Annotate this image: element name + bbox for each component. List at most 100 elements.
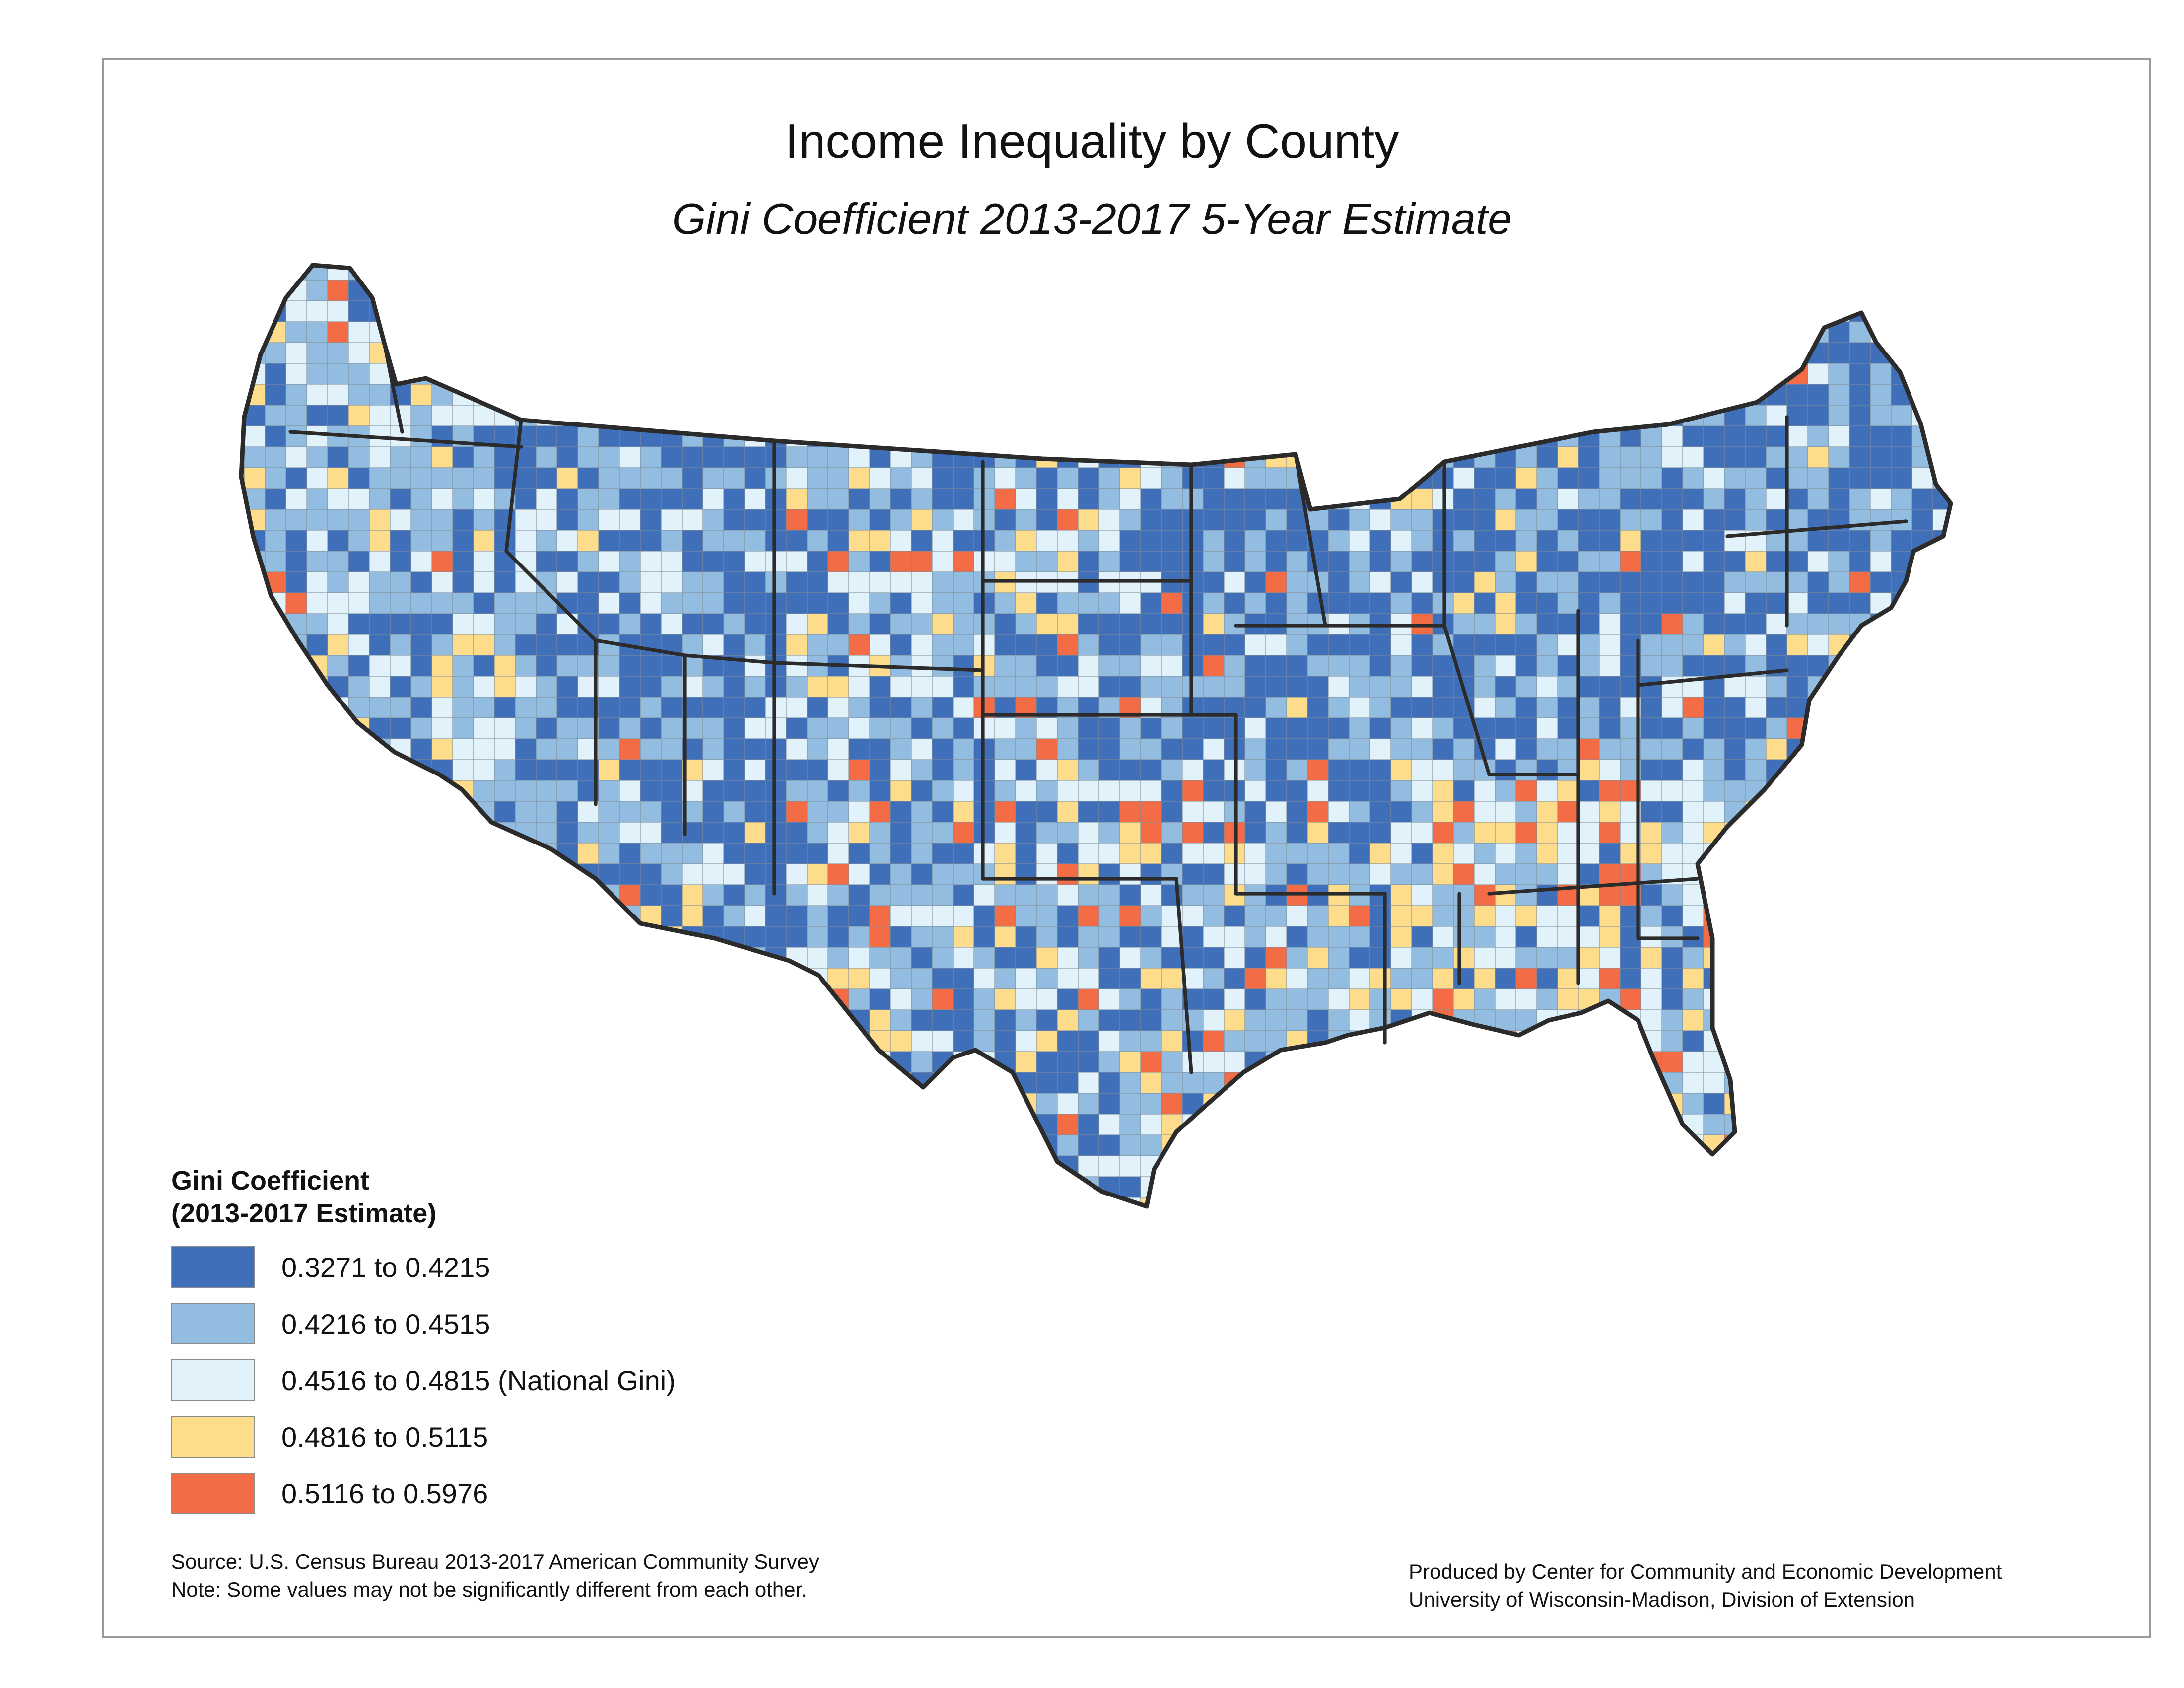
county-cell (744, 509, 766, 531)
county-cell (1307, 551, 1329, 572)
county-cell (1432, 1176, 1454, 1198)
county-cell (1745, 863, 1767, 885)
county-cell (1161, 1051, 1183, 1073)
county-cell (1161, 863, 1183, 885)
county-cell (1161, 843, 1183, 864)
county-cell (1244, 738, 1266, 760)
county-cell (241, 988, 245, 1010)
county-cell (1911, 822, 1933, 844)
county-cell (1932, 926, 1951, 948)
county-cell (1911, 1030, 1933, 1052)
county-cell (1265, 1009, 1287, 1031)
county-cell (744, 634, 766, 656)
county-cell (1870, 1072, 1892, 1094)
county-cell (932, 676, 954, 698)
county-cell (348, 884, 370, 906)
county-cell (1078, 634, 1099, 656)
county-cell (1495, 280, 1516, 301)
county-cell (1369, 905, 1391, 927)
county-cell (1245, 1239, 1266, 1260)
county-cell (1682, 843, 1704, 864)
county-cell (1224, 926, 1245, 948)
county-cell (1203, 676, 1225, 698)
county-cell (848, 926, 870, 948)
county-cell (682, 446, 703, 468)
county-cell (1036, 1239, 1057, 1260)
county-cell (1807, 1093, 1829, 1115)
county-cell (848, 446, 870, 468)
county-cell (1057, 280, 1079, 301)
county-cell (1161, 384, 1183, 406)
county-cell (1536, 634, 1558, 656)
county-cell (1954, 1093, 1975, 1114)
county-cell (1620, 613, 1641, 635)
county-cell (1098, 1197, 1120, 1206)
county-cell (285, 1009, 307, 1031)
county-cell (682, 238, 703, 259)
county-cell (241, 280, 245, 301)
county-cell (994, 759, 1016, 781)
county-cell (1411, 884, 1433, 906)
county-cell (244, 738, 266, 760)
county-cell (515, 655, 537, 677)
county-cell (786, 592, 808, 614)
county-cell (744, 1134, 766, 1156)
county-cell (1912, 1218, 1933, 1239)
county-cell (1369, 467, 1391, 489)
county-cell (1349, 947, 1370, 969)
county-cell (1787, 238, 1808, 259)
county-cell (241, 1072, 245, 1094)
county-cell (1036, 384, 1058, 406)
county-cell (1640, 571, 1662, 593)
county-cell (348, 801, 370, 823)
county-cell (1849, 926, 1871, 948)
county-cell (1390, 1051, 1412, 1073)
county-cell (244, 863, 266, 885)
county-cell (1536, 676, 1558, 698)
county-cell (1682, 265, 1704, 281)
county-cell (786, 238, 807, 259)
county-cell (1161, 1155, 1183, 1177)
county-cell (452, 801, 474, 823)
county-cell (285, 1072, 307, 1094)
county-cell (1495, 1072, 1516, 1094)
county-cell (1599, 634, 1621, 656)
county-cell (1182, 238, 1203, 259)
county-cell (369, 822, 391, 844)
county-cell (1015, 551, 1037, 572)
county-cell (869, 592, 891, 614)
county-cell (1015, 738, 1037, 760)
county-cell (1474, 425, 1496, 447)
county-cell (682, 384, 703, 406)
county-cell (348, 1051, 370, 1073)
county-cell (474, 1218, 494, 1239)
county-cell (241, 1030, 245, 1052)
county-cell (1661, 280, 1683, 301)
county-cell (1807, 634, 1829, 656)
county-cell (765, 405, 787, 426)
county-cell (327, 863, 349, 885)
county-cell (1244, 863, 1266, 885)
county-cell (1599, 843, 1621, 864)
county-cell (1954, 301, 1975, 322)
county-cell (1786, 634, 1808, 656)
county-cell (1140, 905, 1162, 927)
county-cell (1141, 1218, 1161, 1239)
county-cell (1098, 717, 1120, 739)
county-cell (1349, 968, 1370, 989)
county-cell (1932, 1114, 1951, 1135)
county-cell (557, 1239, 578, 1260)
county-cell (1640, 300, 1662, 322)
county-cell (640, 1051, 662, 1073)
county-cell (1578, 1114, 1600, 1135)
county-cell (494, 863, 516, 885)
legend-swatch-3 (171, 1359, 255, 1401)
county-cell (786, 717, 808, 739)
county-cell (1078, 592, 1099, 614)
county-cell (1161, 801, 1183, 823)
county-cell (536, 1093, 557, 1115)
county-cell (1224, 384, 1245, 406)
county-cell (1474, 1155, 1496, 1177)
county-cell (473, 1009, 495, 1031)
county-cell (1703, 446, 1725, 468)
